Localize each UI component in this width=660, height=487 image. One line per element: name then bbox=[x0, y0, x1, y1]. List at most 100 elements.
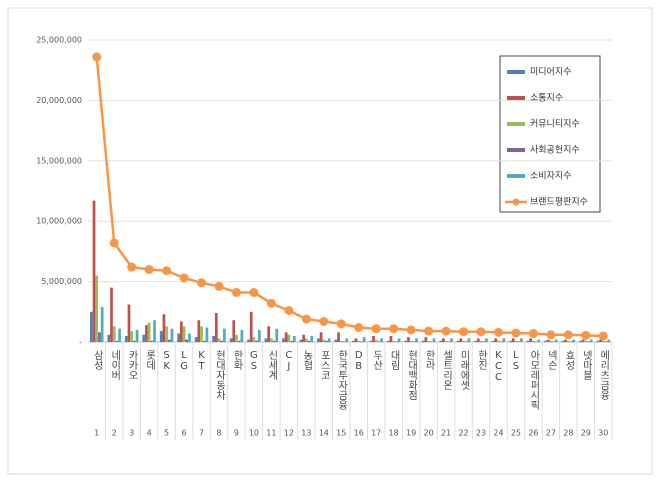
bar bbox=[135, 329, 139, 342]
bar bbox=[92, 200, 96, 342]
bar bbox=[337, 332, 340, 342]
bar bbox=[537, 339, 541, 342]
bar bbox=[392, 340, 396, 342]
x-tick-label: 메리츠금융 bbox=[598, 350, 610, 400]
bar bbox=[546, 339, 550, 342]
x-tick-label: LS bbox=[510, 350, 521, 372]
legend-label: 미디어지수 bbox=[530, 67, 571, 78]
x-tick-label: 넷마블 bbox=[580, 350, 592, 380]
x-tick-label: 대림 bbox=[388, 350, 400, 370]
bar bbox=[307, 340, 311, 342]
bar bbox=[581, 339, 585, 342]
bar bbox=[290, 340, 293, 342]
bar bbox=[194, 337, 198, 342]
point bbox=[389, 324, 399, 334]
bar bbox=[223, 328, 226, 342]
bar bbox=[544, 340, 547, 342]
bar bbox=[607, 339, 611, 342]
bar bbox=[424, 337, 428, 342]
rank-label: 29 bbox=[581, 429, 591, 438]
rank-label: 8 bbox=[216, 429, 221, 438]
bar bbox=[447, 341, 451, 342]
bar bbox=[579, 340, 582, 342]
rank-label: 18 bbox=[389, 429, 399, 438]
bar bbox=[142, 334, 146, 342]
bar bbox=[421, 340, 425, 342]
bar bbox=[395, 341, 398, 342]
bar bbox=[589, 339, 593, 342]
legend-swatch bbox=[512, 198, 520, 206]
bar bbox=[474, 340, 477, 342]
point bbox=[546, 330, 556, 340]
rank-label: 28 bbox=[563, 429, 573, 438]
bar bbox=[220, 340, 224, 342]
x-tick-label: 두산 bbox=[371, 350, 383, 370]
x-tick-label: 한라 bbox=[423, 350, 435, 371]
bar bbox=[342, 341, 346, 342]
bar bbox=[302, 334, 305, 342]
bar bbox=[345, 338, 349, 342]
rank-label: 2 bbox=[112, 429, 117, 438]
bar bbox=[159, 331, 163, 342]
point bbox=[144, 265, 154, 275]
x-tick-label: 네이버 bbox=[109, 350, 121, 381]
bar bbox=[491, 340, 495, 342]
bar bbox=[372, 335, 375, 342]
bar bbox=[124, 335, 128, 342]
bar bbox=[240, 329, 244, 342]
bar bbox=[529, 338, 533, 342]
legend-label: 브랜드평판지수 bbox=[530, 197, 588, 208]
bar bbox=[397, 338, 401, 342]
point bbox=[336, 319, 346, 329]
point bbox=[127, 262, 137, 272]
x-tick-label: 포스코 bbox=[318, 350, 330, 380]
bar bbox=[145, 325, 148, 342]
bar bbox=[133, 340, 136, 342]
bar bbox=[374, 339, 378, 342]
rank-label: 10 bbox=[249, 429, 259, 438]
x-tick-label: 셀트리온 bbox=[441, 350, 453, 390]
bar bbox=[601, 340, 605, 342]
bar bbox=[334, 339, 338, 342]
bar bbox=[572, 339, 576, 342]
bar bbox=[319, 332, 323, 342]
bar bbox=[264, 338, 268, 342]
bar bbox=[200, 326, 203, 342]
rank-label: 1 bbox=[94, 429, 99, 438]
bar bbox=[526, 340, 530, 342]
bar bbox=[456, 340, 460, 342]
bar bbox=[476, 338, 480, 342]
x-tick-label: GS bbox=[248, 350, 259, 372]
rank-label: 23 bbox=[476, 429, 486, 438]
bar bbox=[153, 320, 156, 342]
legend-label: 소비자지수 bbox=[530, 171, 571, 182]
bar bbox=[282, 338, 285, 342]
bar bbox=[380, 338, 383, 342]
bar bbox=[360, 341, 363, 342]
bar bbox=[188, 333, 191, 342]
bar bbox=[325, 340, 328, 342]
rank-label: 6 bbox=[182, 429, 187, 438]
x-tick-label: 농협 bbox=[301, 350, 313, 370]
rank-label: 12 bbox=[284, 429, 294, 438]
bar bbox=[229, 338, 233, 342]
rank-label: 16 bbox=[354, 429, 364, 438]
bar bbox=[569, 341, 573, 342]
x-tick-label: 한화 bbox=[231, 350, 243, 371]
bar bbox=[130, 331, 134, 342]
bar bbox=[237, 340, 241, 342]
bar bbox=[197, 320, 201, 342]
point bbox=[563, 330, 573, 340]
bar bbox=[98, 332, 101, 342]
x-tick-label: 효성 bbox=[563, 350, 575, 370]
bar bbox=[267, 326, 271, 342]
bar bbox=[534, 341, 538, 342]
bar bbox=[180, 321, 183, 342]
bar bbox=[511, 338, 515, 342]
x-tick-label: KT bbox=[196, 350, 207, 372]
bar bbox=[369, 340, 373, 342]
bar bbox=[415, 338, 418, 342]
bar bbox=[95, 275, 99, 342]
x-tick-label: 신세계 bbox=[266, 350, 278, 381]
rank-label: 25 bbox=[511, 429, 521, 438]
